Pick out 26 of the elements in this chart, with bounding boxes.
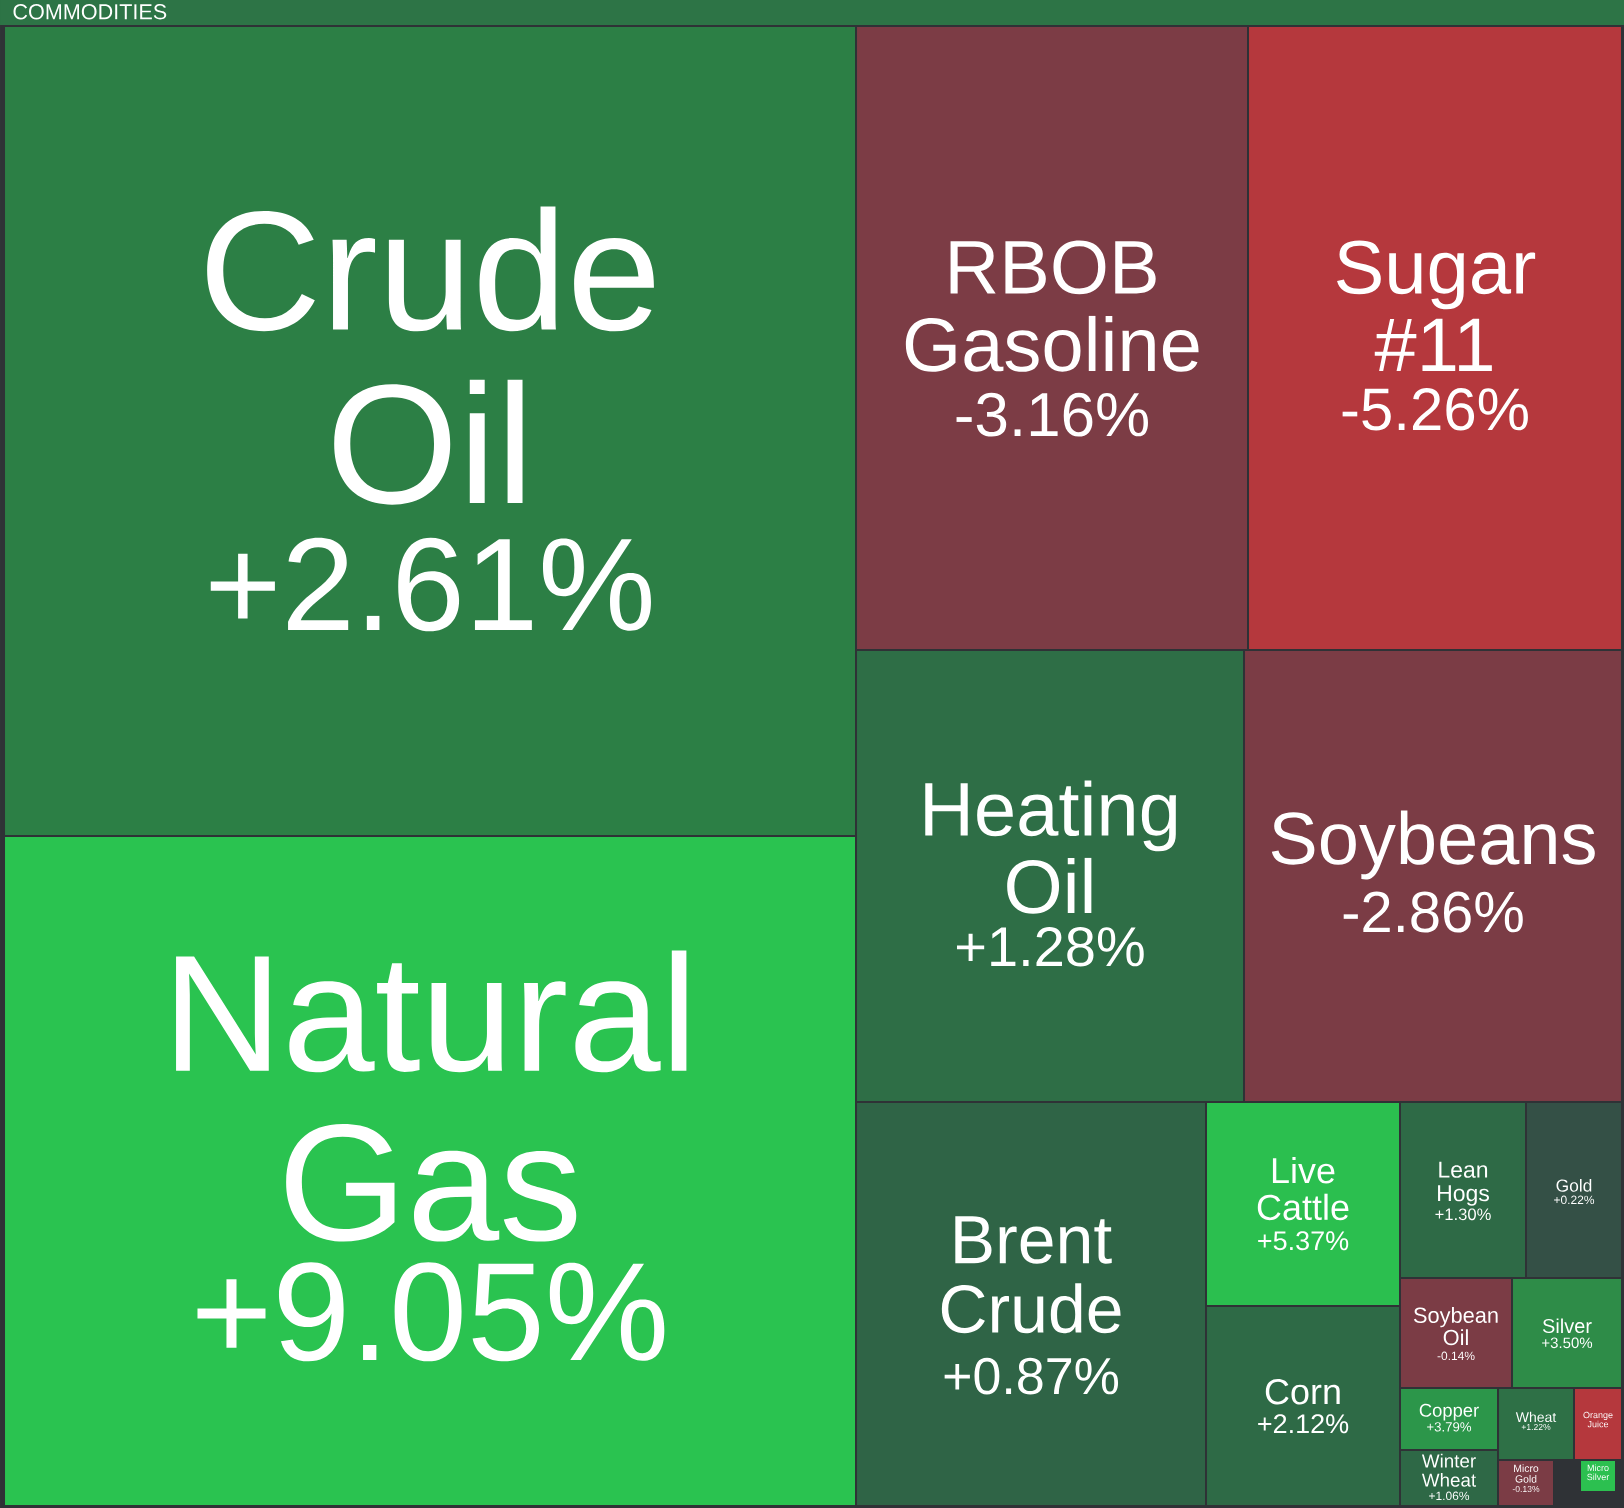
category-label: Lean Hogs [1438, 1161, 1489, 1206]
category-label: Brent Crude [941, 1216, 1121, 1334]
category-label: Live Cattle [1257, 1156, 1349, 1221]
data-label: -2.86% [1343, 891, 1523, 933]
category-label: Natural Gas [176, 950, 687, 1242]
data-label: +5.37% [1258, 1231, 1349, 1251]
data-label: +1.28% [956, 926, 1144, 967]
text: COMMODITIES [13, 4, 167, 20]
category-label: Corn [1265, 1378, 1340, 1405]
category-label: Crude Oil [207, 206, 654, 505]
data-label: -5.26% [1342, 388, 1528, 431]
category-label: RBOB Gasoline [905, 240, 1199, 372]
category-label: Winter Wheat [1421, 1453, 1477, 1487]
data-label: +2.12% [1258, 1414, 1349, 1434]
data-label: +9.05% [197, 1262, 665, 1362]
data-label: -3.16% [956, 392, 1148, 437]
category-label: Copper [1419, 1403, 1479, 1421]
category-label: Silver [1542, 1318, 1592, 1334]
category-label: Sugar #11 [1337, 240, 1536, 371]
category-label: Soybean Oil [1413, 1306, 1498, 1346]
category-label: Gold [1556, 1178, 1592, 1192]
data-label: +2.61% [210, 537, 651, 632]
category-label: Heating Oil [925, 780, 1177, 914]
data-label: +0.87% [944, 1357, 1119, 1395]
data-label: +1.30% [1435, 1208, 1491, 1221]
category-label: Soybeans [1271, 810, 1595, 880]
